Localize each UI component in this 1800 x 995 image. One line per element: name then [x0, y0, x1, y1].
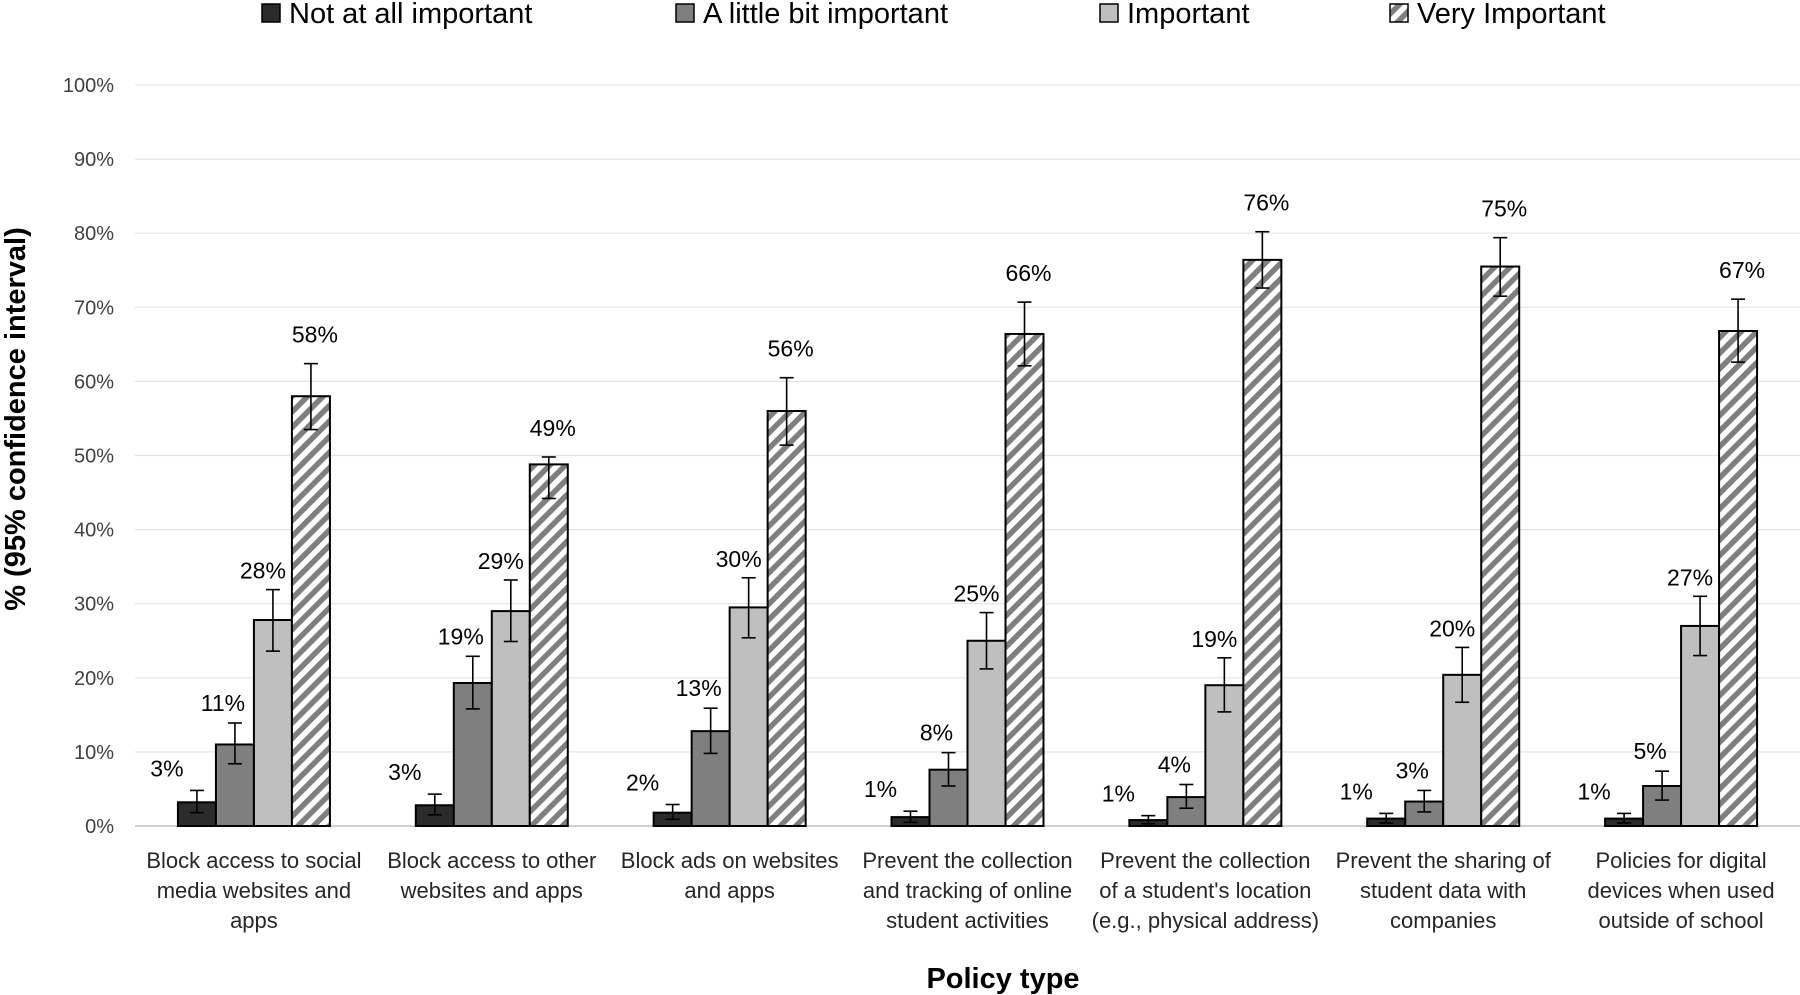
y-tick-label: 100% [63, 75, 114, 97]
y-axis-title: % (95% confidence interval) [0, 227, 32, 611]
legend-swatch [675, 3, 695, 23]
data-label: 20% [1429, 615, 1475, 641]
data-label: 28% [240, 558, 286, 584]
data-label: 66% [1005, 260, 1051, 286]
legend-label: Important [1127, 0, 1250, 30]
category-label-line: Prevent the collection [862, 848, 1072, 873]
category-label-line: student data with [1360, 878, 1526, 903]
bar [728, 606, 769, 828]
category-label-line: Block ads on websites [621, 848, 839, 873]
data-label: 19% [438, 623, 484, 649]
category-label-line: student activities [886, 908, 1049, 933]
data-label: 49% [530, 415, 576, 441]
data-label: 56% [768, 336, 814, 362]
y-tick-label: 0% [85, 816, 114, 838]
data-label: 13% [676, 675, 722, 701]
data-label: 3% [150, 755, 183, 781]
bar [290, 395, 331, 827]
data-label: 75% [1481, 196, 1527, 222]
category-label-line: Prevent the collection [1100, 848, 1310, 873]
category-label-line: outside of school [1599, 908, 1764, 933]
category-label: Block access to other websites and apps [387, 848, 596, 903]
bars [176, 258, 1759, 828]
legend-label: Very Important [1417, 0, 1606, 30]
category-label-line: devices when used [1588, 878, 1775, 903]
y-tick-label: 30% [74, 594, 114, 616]
data-labels: 3% 11% 28% 58% 3% 19% 29% 49% 2% 13% 30% 56% 1% 8% 25%… [150, 190, 1765, 807]
category-label-line: Block access to social [146, 848, 361, 873]
y-tick-label: 50% [74, 446, 114, 468]
data-label: 11% [201, 690, 245, 716]
data-label: 29% [478, 548, 524, 574]
y-tick-label: 60% [74, 371, 114, 393]
category-label: Block ads on websites and apps [621, 848, 839, 903]
data-label: 27% [1667, 564, 1713, 590]
y-tick-label: 40% [74, 520, 114, 542]
category-label-line: Policies for digital [1595, 848, 1766, 873]
category-label-line: apps [230, 908, 278, 933]
data-label: 76% [1243, 190, 1289, 216]
bar [528, 463, 569, 827]
data-label: 30% [716, 546, 762, 572]
bar [766, 410, 807, 827]
legend: Not at all important A little bit importa… [261, 0, 1606, 30]
category-label: Prevent the collection and tracking of on… [862, 848, 1072, 933]
data-label: 5% [1633, 738, 1666, 764]
data-label: 1% [1577, 778, 1610, 804]
y-tick-label: 80% [74, 223, 114, 245]
category-label-line: websites and apps [400, 878, 583, 903]
y-tick-label: 10% [74, 742, 114, 764]
y-tick-label: 90% [74, 149, 114, 171]
error-bars [189, 230, 1746, 825]
y-tick-label: 20% [74, 668, 114, 690]
bar [1718, 330, 1759, 827]
data-label: 2% [626, 770, 659, 796]
category-label: Prevent the collection of a student's loc… [1092, 848, 1319, 933]
data-label: 8% [920, 720, 953, 746]
category-label: Policies for digital devices when used out… [1588, 848, 1775, 933]
category-label-line: companies [1390, 908, 1496, 933]
legend-swatch [261, 3, 281, 23]
bar [490, 610, 531, 827]
gridlines [135, 84, 1800, 753]
data-label: 3% [1396, 757, 1429, 783]
y-tick-label: 70% [74, 297, 114, 319]
data-label: 1% [1340, 778, 1373, 804]
data-label: 67% [1719, 257, 1765, 283]
legend-label: A little bit important [703, 0, 948, 30]
data-label: 4% [1158, 752, 1191, 778]
category-label-line: Block access to other [387, 848, 596, 873]
category-label-line: Prevent the sharing of [1336, 848, 1552, 873]
legend-swatch [1099, 3, 1119, 23]
x-axis-title: Policy type [926, 963, 1079, 995]
data-label: 25% [953, 581, 999, 607]
bar [1004, 332, 1045, 827]
legend-label: Not at all important [289, 0, 532, 30]
data-label: 58% [292, 322, 338, 348]
data-label: 1% [864, 776, 897, 802]
category-label-line: media websites and [157, 878, 351, 903]
legend-swatch [1389, 3, 1409, 23]
bar [1480, 265, 1521, 828]
y-axis-ticks: 0% 10% 20% 30% 40% 50% 60% 70% 80% 90% 100% [63, 75, 114, 838]
category-label: Prevent the sharing of student data with c… [1336, 848, 1552, 933]
bar [1242, 258, 1283, 828]
data-label: 1% [1102, 781, 1135, 807]
category-label-line: of a student's location [1099, 878, 1311, 903]
data-label: 19% [1191, 626, 1237, 652]
category-labels: Block access to social media websites and… [146, 848, 1774, 933]
category-label-line: (e.g., physical address) [1092, 908, 1319, 933]
category-label-line: and apps [684, 878, 775, 903]
category-label-line: and tracking of online [863, 878, 1072, 903]
data-label: 3% [388, 759, 421, 785]
category-label: Block access to social media websites and… [146, 848, 361, 933]
